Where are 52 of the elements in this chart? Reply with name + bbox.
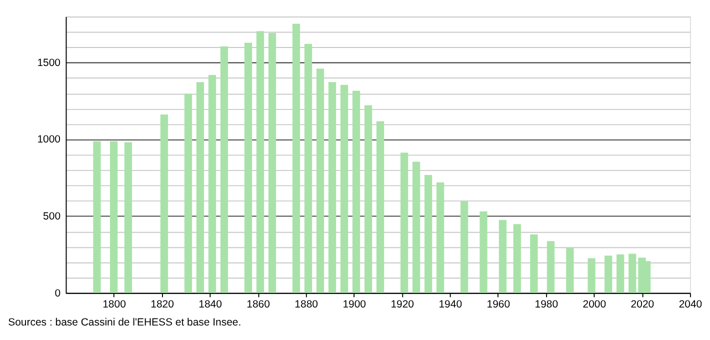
bar: [256, 31, 264, 293]
x-tick-label: 2040: [678, 300, 702, 311]
bar: [316, 68, 324, 293]
x-tick-label: 1840: [198, 300, 222, 311]
bar: [628, 254, 636, 293]
bar: [160, 114, 168, 293]
bar: [184, 94, 192, 293]
bar: [328, 82, 336, 293]
bar: [208, 75, 216, 293]
bar: [244, 42, 252, 293]
bar: [588, 258, 596, 293]
y-tick-label: 1000: [37, 134, 61, 146]
bar: [412, 162, 420, 293]
x-tick-label: 1860: [246, 300, 270, 311]
x-tick-label: 2000: [582, 300, 606, 311]
bar: [400, 152, 408, 293]
x-tick-label: 1960: [486, 300, 510, 311]
bar: [124, 142, 132, 293]
x-tick-label: 1820: [150, 300, 174, 311]
x-tick-label: 1880: [294, 300, 318, 311]
source-note: Sources : base Cassini de l'EHESS et base Insee.: [8, 317, 242, 328]
x-tick-label: 2020: [630, 300, 654, 311]
x-tick-label: 1800: [102, 300, 126, 311]
bar: [364, 105, 372, 293]
bar: [352, 90, 360, 293]
bar: [376, 121, 384, 293]
bar: [513, 224, 521, 293]
x-tick-label: 1940: [438, 300, 462, 311]
bar: [196, 82, 204, 293]
bar: [424, 174, 432, 293]
x-tick-label: 1900: [342, 300, 366, 311]
bar: [436, 182, 444, 293]
bar: [93, 141, 101, 293]
bar: [220, 46, 228, 293]
x-tick-label: 1920: [390, 300, 414, 311]
bar: [110, 141, 118, 293]
bar: [616, 254, 624, 293]
bar: [304, 44, 312, 293]
bar: [498, 220, 507, 293]
bar: [268, 32, 276, 293]
bar: [292, 24, 300, 293]
x-tick-label: 1980: [534, 300, 558, 311]
bar: [530, 234, 538, 293]
bar: [546, 241, 555, 293]
y-tick-label: 0: [54, 288, 61, 300]
y-tick-label: 1500: [37, 58, 61, 69]
y-tick-label: 500: [43, 211, 61, 222]
bar: [460, 201, 468, 293]
bar: [340, 84, 348, 293]
bar: [566, 248, 574, 293]
bar: [480, 211, 488, 293]
bar: [604, 256, 612, 293]
